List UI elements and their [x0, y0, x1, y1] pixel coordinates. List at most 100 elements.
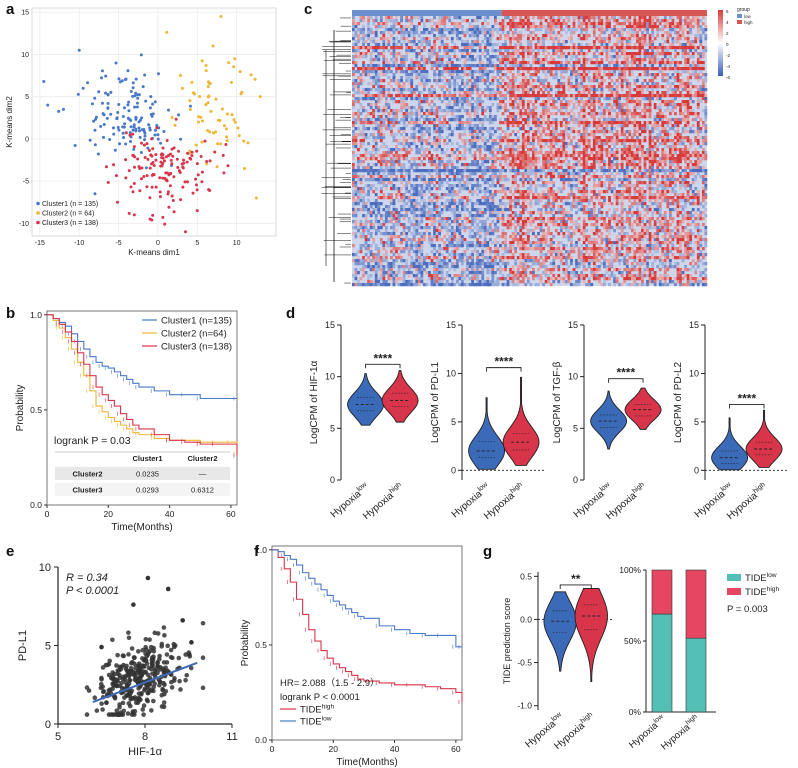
heatmap-cell [592, 130, 596, 134]
heatmap-cell [585, 28, 589, 32]
heatmap-cell [610, 91, 614, 95]
heatmap-cell [400, 28, 403, 32]
heatmap-cell [699, 64, 703, 68]
heatmap-cell [613, 139, 616, 143]
heatmap-cell [463, 97, 467, 101]
heatmap-cell [412, 157, 416, 161]
heatmap-cell [463, 91, 467, 95]
heatmap-cell [501, 79, 505, 83]
heatmap-cell [516, 25, 520, 29]
heatmap-cell [433, 124, 436, 128]
heatmap-cell [597, 136, 601, 140]
heatmap-cell [364, 70, 368, 74]
heatmap-cell [372, 97, 376, 101]
heatmap-cell [668, 94, 672, 98]
heatmap-cell [390, 127, 393, 131]
heatmap-cell [628, 157, 632, 161]
heatmap-cell [696, 139, 700, 143]
heatmap-cell [547, 145, 551, 149]
heatmap-cell [384, 97, 388, 101]
heatmap-cell [587, 142, 591, 146]
heatmap-cell [382, 157, 386, 161]
heatmap-cell [466, 40, 469, 44]
heatmap-cell [529, 148, 533, 152]
heatmap-cell [613, 109, 616, 113]
heatmap-cell [658, 118, 662, 122]
heatmap-cell [357, 115, 360, 119]
legend-label: Cluster3 (n = 138) [42, 220, 98, 227]
heatmap-cell [542, 115, 545, 119]
heatmap-cell [653, 121, 657, 125]
heatmap-cell [559, 130, 563, 134]
heatmap-cell [440, 79, 444, 83]
heatmap-cell [608, 40, 611, 44]
heatmap-cell [382, 88, 386, 92]
heatmap-cell [610, 127, 614, 131]
scatter-point [165, 139, 169, 143]
heatmap-cell [496, 109, 500, 113]
heatmap-cell [519, 34, 523, 38]
heatmap-cell [603, 28, 606, 32]
heatmap-cell [445, 166, 449, 170]
heatmap-cell [549, 112, 553, 116]
heatmap-cell [491, 97, 495, 101]
scatter-point [219, 142, 223, 146]
heatmap-cell [496, 106, 500, 110]
heatmap-cell [374, 124, 378, 128]
heatmap-cell [435, 55, 439, 59]
heatmap-cell [676, 73, 680, 77]
heatmap-cell [384, 109, 388, 113]
heatmap-cell [509, 67, 512, 71]
heatmap-cell [488, 64, 492, 68]
heatmap-cell [610, 136, 614, 140]
heatmap-cell [572, 61, 576, 65]
heatmap-cell [461, 64, 464, 68]
heatmap-cell [613, 151, 616, 155]
heatmap-cell [372, 115, 376, 119]
heatmap-cell [656, 106, 660, 110]
heatmap-cell [534, 25, 538, 29]
heatmap-cell [410, 16, 414, 20]
heatmap-cell [494, 148, 497, 152]
heatmap-cell [478, 97, 482, 101]
heatmap-cell [458, 22, 462, 26]
heatmap-cell [433, 70, 436, 74]
heatmap-cell [354, 154, 358, 158]
heatmap-cell [592, 106, 596, 110]
heatmap-cell [701, 85, 705, 89]
heatmap-cell [600, 115, 604, 119]
heatmap-cell [537, 121, 540, 125]
heatmap-cell [499, 49, 502, 53]
scatter-point [158, 195, 162, 199]
heatmap-cell [390, 34, 393, 38]
heatmap-cell [359, 103, 363, 107]
heatmap-cell [501, 73, 505, 77]
heatmap-cell [483, 37, 487, 41]
heatmap-cell [521, 151, 525, 155]
heatmap-cell [395, 46, 398, 50]
heatmap-cell [372, 31, 376, 35]
heatmap-cell [357, 46, 360, 50]
heatmap-cell [671, 82, 675, 86]
heatmap-cell [392, 73, 396, 77]
heatmap-cell [405, 16, 409, 20]
heatmap-cell [679, 118, 682, 122]
heatmap-cell [483, 16, 487, 20]
heatmap-cell [679, 133, 682, 137]
heatmap-cell [461, 115, 464, 119]
heatmap-cell [466, 58, 469, 62]
heatmap-cell [603, 106, 606, 110]
scatter-point [73, 143, 77, 147]
heatmap-cell [608, 34, 611, 38]
heatmap-cell [402, 88, 406, 92]
heatmap-cell [608, 82, 611, 86]
heatmap-cell [471, 145, 474, 149]
heatmap-cell [516, 166, 520, 170]
heatmap-cell [364, 73, 368, 77]
heatmap-cell [532, 154, 535, 158]
heatmap-cell [557, 91, 561, 95]
heatmap-cell [529, 64, 533, 68]
heatmap-cell [478, 58, 482, 62]
heatmap-cell [663, 103, 667, 107]
heatmap-cell [425, 148, 429, 152]
